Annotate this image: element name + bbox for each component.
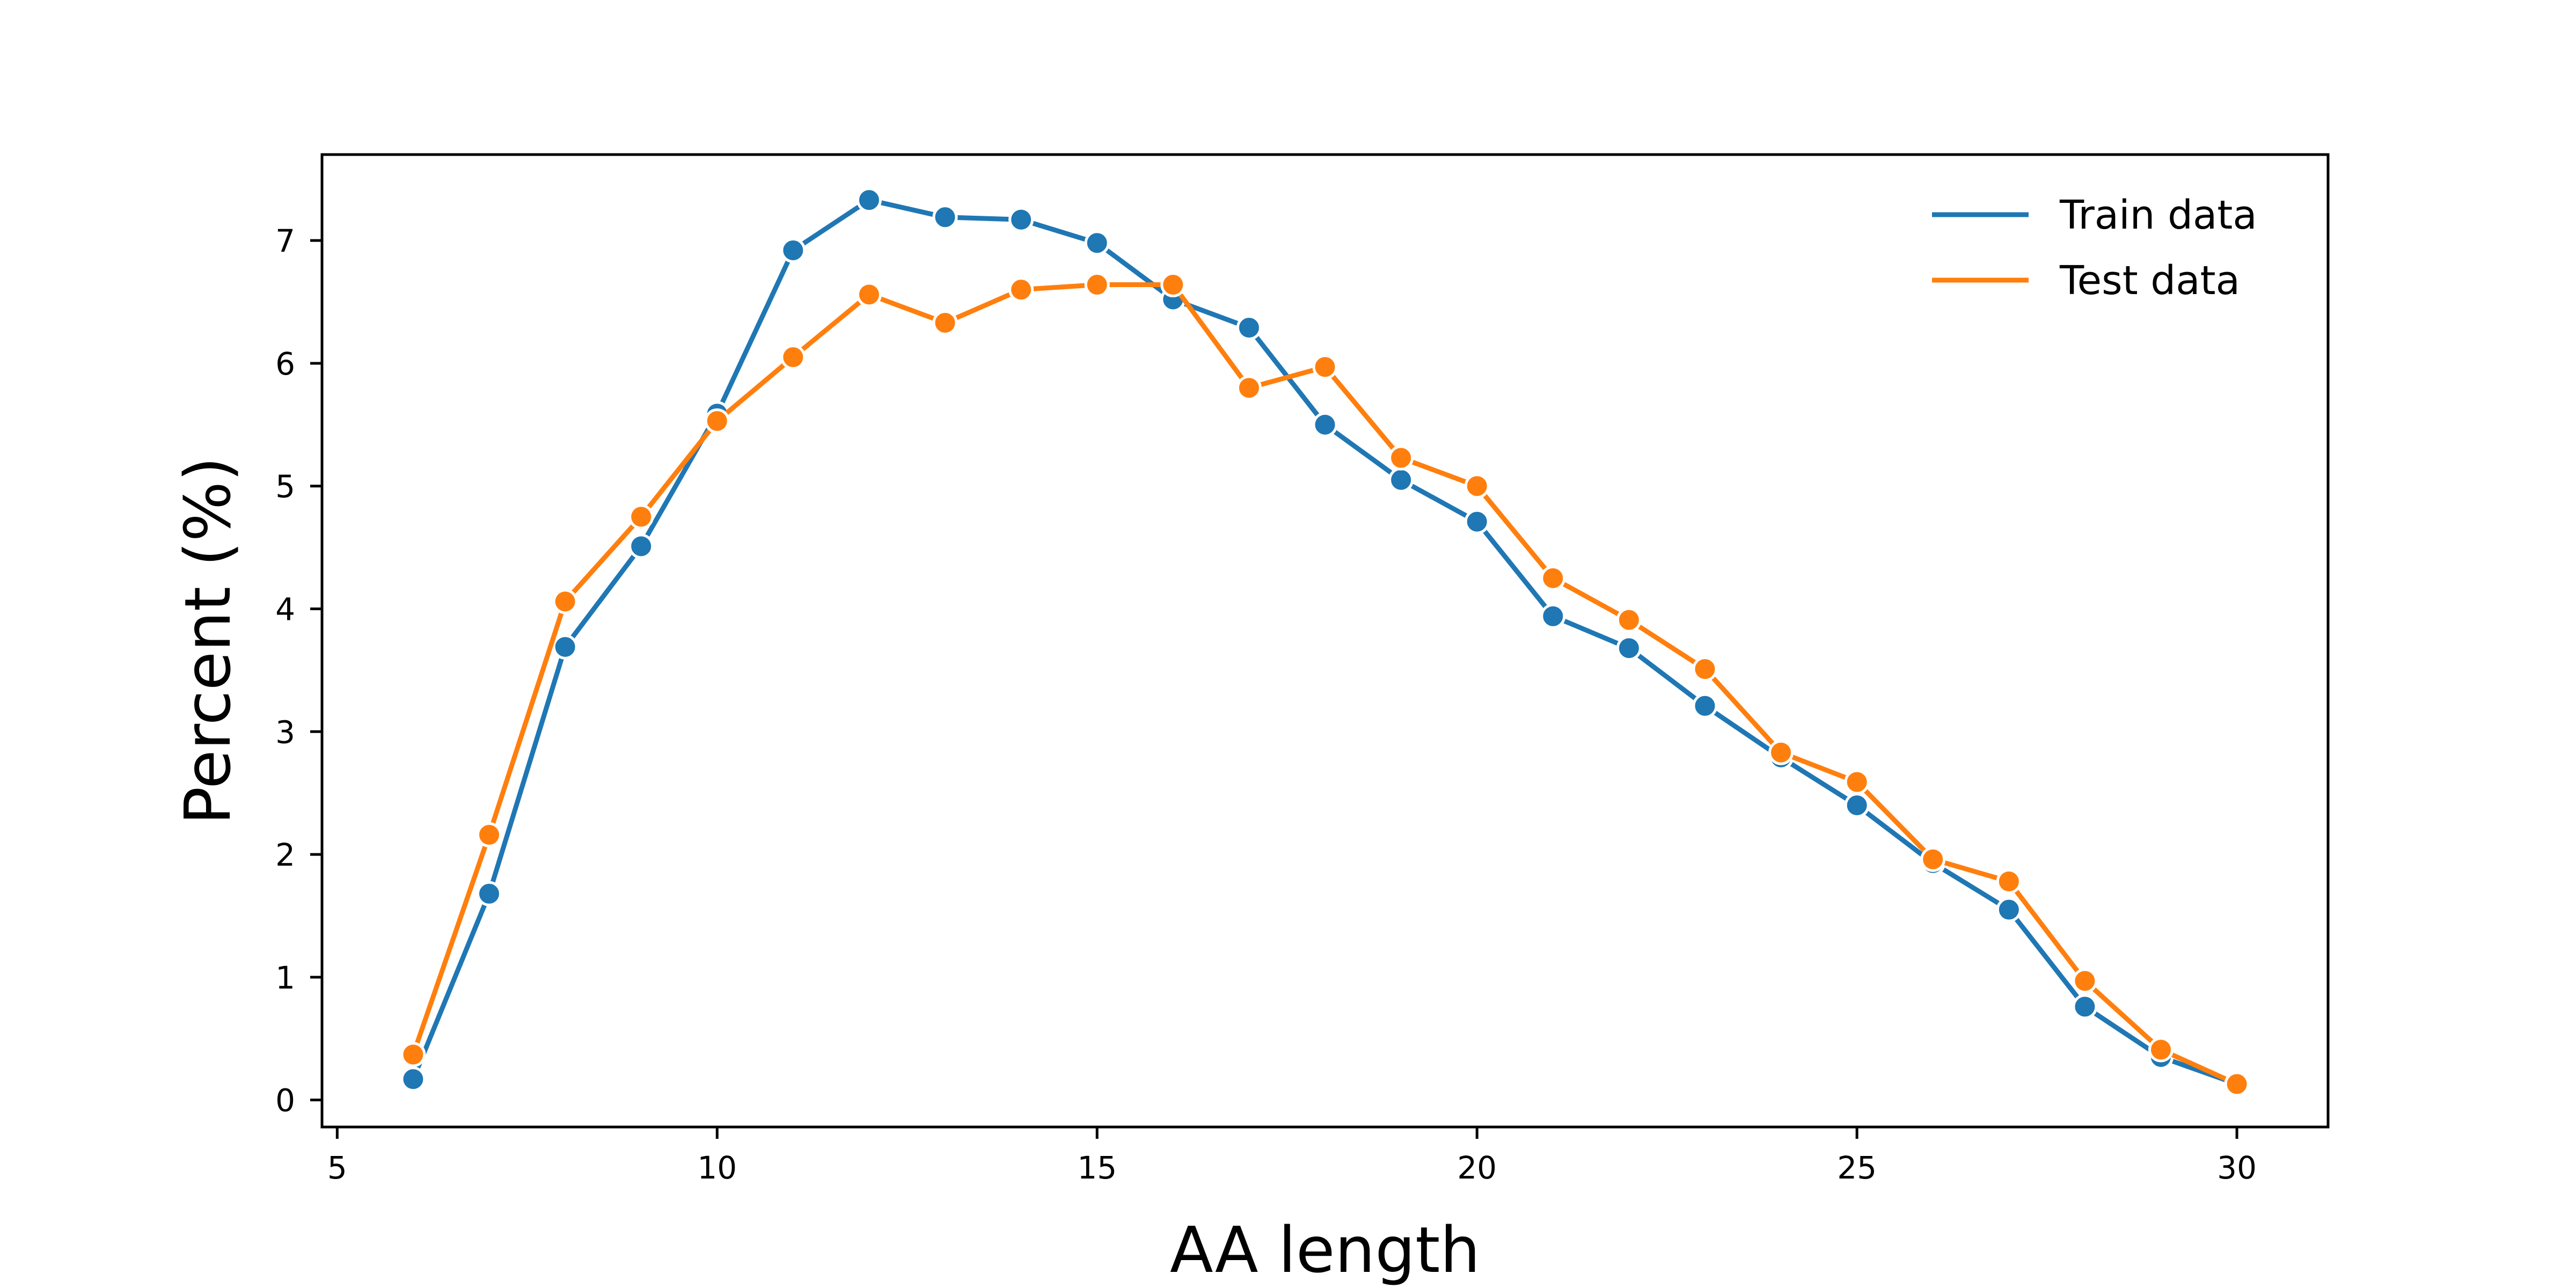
data-point xyxy=(932,204,958,230)
data-point xyxy=(628,504,654,530)
y-tick-label: 0 xyxy=(275,1082,295,1119)
data-point xyxy=(400,1042,426,1067)
data-point xyxy=(2072,968,2098,994)
data-point xyxy=(1692,656,1718,682)
data-point xyxy=(2148,1037,2174,1063)
data-point xyxy=(1464,473,1490,499)
x-tick-label: 20 xyxy=(1457,1150,1497,1186)
data-point xyxy=(1616,607,1642,633)
x-tick-label: 25 xyxy=(1837,1150,1877,1186)
y-tick-label: 5 xyxy=(275,469,295,505)
data-point xyxy=(1616,635,1642,661)
data-point xyxy=(1692,693,1718,719)
y-tick-label: 7 xyxy=(275,223,295,259)
data-point xyxy=(1388,467,1414,493)
y-tick-label: 6 xyxy=(275,346,295,382)
data-point xyxy=(1084,272,1110,298)
y-tick-label: 3 xyxy=(275,714,295,750)
series-layer xyxy=(400,187,2250,1097)
data-point xyxy=(2224,1071,2250,1097)
data-point xyxy=(477,822,502,847)
y-tick-label: 4 xyxy=(275,591,295,628)
legend: Train data Test data xyxy=(1932,192,2257,304)
data-point xyxy=(1996,897,2022,923)
data-point xyxy=(1008,207,1034,232)
y-tick-label: 1 xyxy=(275,960,295,996)
series-test xyxy=(400,272,2250,1097)
x-tick-label: 5 xyxy=(327,1150,347,1186)
data-point xyxy=(477,881,502,906)
x-tick-label: 10 xyxy=(697,1150,737,1186)
data-point xyxy=(1540,603,1566,629)
plot-frame xyxy=(320,153,2330,1129)
data-point xyxy=(628,533,654,559)
data-point xyxy=(1236,375,1262,401)
data-point xyxy=(1920,846,1946,872)
x-tick-label: 30 xyxy=(2217,1150,2257,1186)
data-point xyxy=(1844,769,1870,795)
data-point xyxy=(780,345,806,370)
data-point xyxy=(2072,994,2098,1020)
data-point xyxy=(704,408,730,434)
data-point xyxy=(1388,445,1414,471)
x-axis: 5 10 15 20 25 30 xyxy=(327,1127,2257,1186)
data-point xyxy=(552,589,578,614)
data-point xyxy=(400,1066,426,1092)
data-point xyxy=(1844,793,1870,818)
data-point xyxy=(856,187,882,213)
data-point xyxy=(932,310,958,335)
data-point xyxy=(1464,509,1490,535)
data-point xyxy=(1768,740,1794,765)
y-tick-label: 2 xyxy=(275,837,295,873)
data-point xyxy=(1312,412,1338,437)
y-axis: 0 1 2 3 4 5 6 7 xyxy=(275,223,322,1119)
data-point xyxy=(1236,315,1262,341)
y-axis-title: Percent (%) xyxy=(171,457,245,825)
data-point xyxy=(1160,272,1186,298)
data-point xyxy=(1996,868,2022,894)
x-tick-label: 15 xyxy=(1077,1150,1117,1186)
data-point xyxy=(1084,230,1110,256)
data-point xyxy=(1540,565,1566,591)
x-axis-title: AA length xyxy=(1170,1213,1480,1287)
data-point xyxy=(856,282,882,308)
legend-label: Test data xyxy=(2059,258,2240,304)
data-point xyxy=(552,634,578,660)
data-point xyxy=(1008,277,1034,303)
data-point xyxy=(780,237,806,263)
legend-label: Train data xyxy=(2059,192,2257,238)
data-point xyxy=(1312,354,1338,380)
